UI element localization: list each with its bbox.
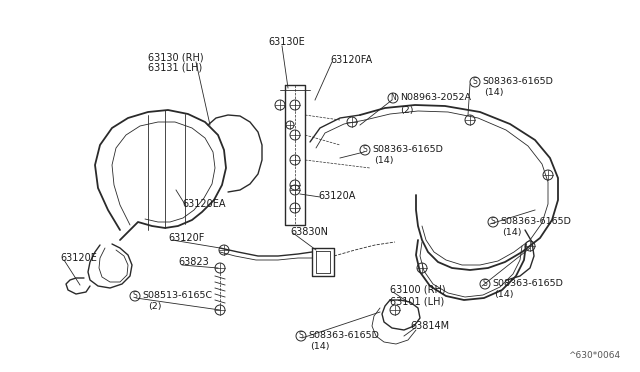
Text: (2): (2) xyxy=(148,302,161,311)
Text: 63131 (LH): 63131 (LH) xyxy=(148,63,202,73)
Text: ^630*0064: ^630*0064 xyxy=(568,351,620,360)
Text: N08963-2052A: N08963-2052A xyxy=(400,93,471,103)
Text: 63120F: 63120F xyxy=(168,233,204,243)
Text: S08513-6165C: S08513-6165C xyxy=(142,292,212,301)
Text: (14): (14) xyxy=(374,157,394,166)
Text: (14): (14) xyxy=(502,228,522,237)
Text: 63120A: 63120A xyxy=(318,191,355,201)
Text: (14): (14) xyxy=(310,343,330,352)
Text: S: S xyxy=(132,292,138,301)
Text: S: S xyxy=(472,77,477,87)
Text: S08363-6165D: S08363-6165D xyxy=(372,145,443,154)
Text: (14): (14) xyxy=(494,291,513,299)
Text: S: S xyxy=(491,218,495,227)
Text: S08363-6165D: S08363-6165D xyxy=(500,218,571,227)
Text: 63814M: 63814M xyxy=(410,321,449,331)
Text: 63823: 63823 xyxy=(178,257,209,267)
Text: S: S xyxy=(363,145,367,154)
Text: S08363-6165D: S08363-6165D xyxy=(482,77,553,87)
Text: 63830N: 63830N xyxy=(290,227,328,237)
Text: 63120FA: 63120FA xyxy=(330,55,372,65)
Text: (2): (2) xyxy=(400,106,413,115)
Text: 63130 (RH): 63130 (RH) xyxy=(148,53,204,63)
Text: 63100 (RH): 63100 (RH) xyxy=(390,285,445,295)
Text: S: S xyxy=(299,331,303,340)
Text: 63120E: 63120E xyxy=(60,253,97,263)
Text: S08363-6165D: S08363-6165D xyxy=(492,279,563,289)
Text: 63101 (LH): 63101 (LH) xyxy=(390,296,444,306)
Text: S: S xyxy=(483,279,488,289)
Text: N: N xyxy=(390,93,396,103)
Text: (14): (14) xyxy=(484,89,504,97)
Text: 63130E: 63130E xyxy=(268,37,305,47)
Text: S08363-6165D: S08363-6165D xyxy=(308,331,379,340)
Text: 63120EA: 63120EA xyxy=(182,199,225,209)
